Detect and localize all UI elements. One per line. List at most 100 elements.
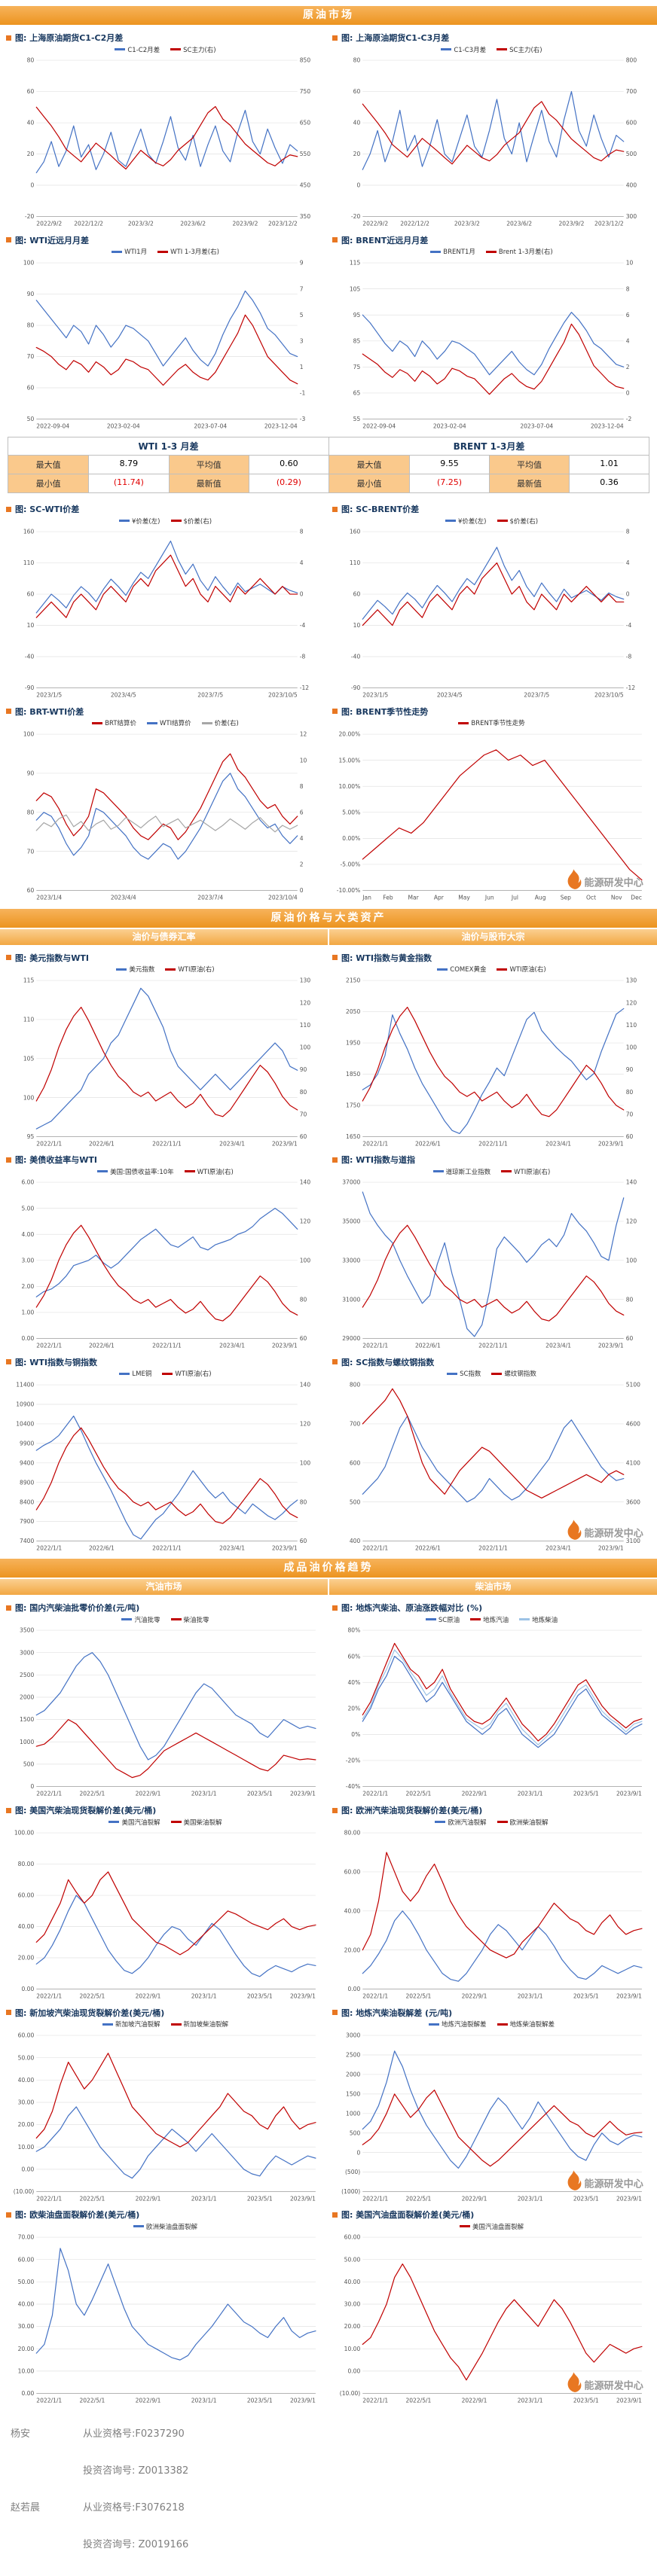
svg-text:60%: 60% [347, 1654, 360, 1660]
svg-text:2023-07-04: 2023-07-04 [520, 422, 553, 429]
svg-text:2022/5/1: 2022/5/1 [79, 2398, 105, 2404]
svg-text:2022/9/2: 2022/9/2 [362, 221, 388, 227]
svg-text:能源研发中心: 能源研发中心 [584, 2379, 643, 2392]
svg-text:2023/1/5: 2023/1/5 [36, 692, 62, 699]
title-bullet-icon [6, 237, 11, 243]
svg-text:2022/9/1: 2022/9/1 [462, 1791, 487, 1797]
svg-text:2022/9/1: 2022/9/1 [136, 2195, 161, 2202]
legend-swatch [108, 1821, 120, 1824]
subheader-bonds-fx: 油价与债券汇率 [0, 928, 328, 945]
svg-text:2023/7/5: 2023/7/5 [197, 692, 223, 699]
legend-item: 地炼柴油裂解差 [497, 2020, 555, 2029]
title-bullet-icon [332, 35, 338, 41]
series-line [35, 1415, 298, 1540]
flame-icon [567, 2372, 582, 2393]
chart-title-text: 图: WTI指数与铜指数 [15, 1357, 97, 1367]
legend-swatch [170, 520, 182, 523]
svg-text:60.00: 60.00 [18, 2032, 35, 2038]
legend-item: BRENT季节性走势 [458, 718, 525, 728]
stat-label: 最大值 [329, 456, 409, 475]
svg-text:2023/9/1: 2023/9/1 [616, 1791, 642, 1797]
legend-label: BRENT季节性走势 [471, 720, 525, 728]
chart-title-text: 图: SC指数与螺纹钢指数 [341, 1357, 435, 1367]
svg-text:110: 110 [300, 1022, 311, 1029]
svg-text:60: 60 [300, 1335, 307, 1342]
analyst-credential: 从业资格号:F3076218 [83, 2502, 185, 2514]
svg-text:2023/5/1: 2023/5/1 [247, 1791, 273, 1797]
legend-item: ¥价差(左) [445, 517, 487, 526]
svg-text:Nov: Nov [611, 895, 622, 901]
svg-text:2023/9/1: 2023/9/1 [616, 1993, 642, 2000]
svg-text:Dec: Dec [631, 895, 642, 901]
series-line [362, 101, 625, 165]
chart-sc-rebar: 图: SC指数与螺纹钢指数 SC指数 螺纹钢指数 800 700 600 500 400 510… [331, 1351, 652, 1553]
series-line [35, 814, 298, 833]
svg-text:40: 40 [27, 120, 35, 127]
energy-center-watermark: 能源研发中心 [567, 2170, 643, 2190]
legend-swatch [201, 721, 212, 724]
svg-text:2022/5/1: 2022/5/1 [405, 2398, 431, 2404]
legend-item: WTI原油(右) [162, 1369, 212, 1378]
chart-title: 图: 美国汽油盘面裂解价差(美元/桶) [332, 2206, 651, 2221]
svg-text:7: 7 [300, 285, 304, 292]
chart-title: 图: 欧柴油盘面裂解价差(美元/桶) [6, 2206, 325, 2221]
svg-text:2023/10/5: 2023/10/5 [594, 692, 624, 699]
svg-text:31000: 31000 [342, 1296, 360, 1303]
svg-text:2023/9/1: 2023/9/1 [290, 2398, 316, 2404]
svg-text:2022/1/1: 2022/1/1 [362, 1140, 388, 1147]
legend-label: 美国柴油裂解 [183, 1818, 222, 1827]
legend-item: BRT结算价 [92, 718, 136, 727]
svg-text:-1: -1 [300, 389, 306, 396]
svg-text:1000: 1000 [20, 1739, 34, 1745]
svg-text:2023/7/4: 2023/7/4 [197, 895, 223, 901]
chart-plot: 80% 60% 40% 20% 0% -20% -40%2022/1/1 2022/5/1 20… [346, 1627, 643, 1797]
chart-title-text: 图: 地炼汽柴油、原油涨跌幅对比 (%) [341, 1603, 483, 1614]
legend-swatch [170, 1618, 182, 1621]
svg-text:60: 60 [626, 1133, 634, 1140]
legend-swatch [497, 2023, 508, 2026]
legend-swatch [121, 1618, 133, 1621]
svg-text:2023/4/5: 2023/4/5 [111, 692, 136, 699]
legend-swatch [119, 1372, 130, 1375]
legend-swatch [437, 968, 448, 971]
legend-item: $价差(右) [497, 517, 539, 526]
svg-text:40: 40 [353, 120, 361, 127]
svg-text:2022/1/1: 2022/1/1 [362, 2398, 388, 2404]
svg-text:0: 0 [626, 591, 630, 598]
svg-text:90: 90 [27, 291, 35, 297]
svg-text:7400: 7400 [20, 1538, 34, 1544]
legend-item: 新加坡汽油裂解 [102, 2020, 160, 2029]
svg-text:12: 12 [300, 731, 307, 738]
svg-text:-20: -20 [25, 213, 35, 220]
chart-title-text: 图: 地炼汽柴油裂解差 (元/吨) [341, 2007, 453, 2018]
stat-value: 8.79 [88, 456, 169, 475]
svg-text:Sep: Sep [561, 895, 571, 901]
svg-text:6: 6 [626, 311, 630, 318]
svg-text:2023/5/1: 2023/5/1 [247, 2195, 273, 2202]
svg-text:2023/6/2: 2023/6/2 [180, 221, 206, 227]
svg-text:8: 8 [626, 285, 630, 292]
svg-text:350: 350 [300, 213, 311, 220]
chart-title: 图: 地炼汽柴油、原油涨跌幅对比 (%) [332, 1599, 651, 1614]
svg-text:2023/9/1: 2023/9/1 [272, 1544, 298, 1551]
legend-label: 价差(右) [214, 720, 239, 728]
legend-swatch [112, 250, 123, 253]
svg-text:0: 0 [300, 887, 304, 894]
chart-title-text: 图: 国内汽柴油批零价价差(元/吨) [15, 1603, 140, 1614]
stat-value: (11.74) [88, 474, 168, 493]
svg-text:2150: 2150 [346, 977, 360, 983]
series-line [35, 1208, 298, 1298]
svg-text:80: 80 [27, 57, 35, 64]
chart-title: 图: 美元指数与WTI [6, 950, 325, 965]
svg-text:0: 0 [300, 591, 304, 598]
chart-legend: WTI1月 WTI 1-3月差(右) [6, 247, 325, 257]
svg-text:1750: 1750 [346, 1102, 360, 1108]
svg-text:2023/10/4: 2023/10/4 [268, 895, 298, 901]
stat-label: 最新值 [168, 474, 249, 493]
series-line [362, 1224, 625, 1322]
legend-label: LME铜 [132, 1370, 152, 1379]
legend-swatch [497, 1821, 508, 1824]
legend-label: $价差(右) [509, 517, 539, 526]
svg-text:2022/1/1: 2022/1/1 [36, 2195, 62, 2202]
svg-text:2022/9/1: 2022/9/1 [136, 2398, 161, 2404]
